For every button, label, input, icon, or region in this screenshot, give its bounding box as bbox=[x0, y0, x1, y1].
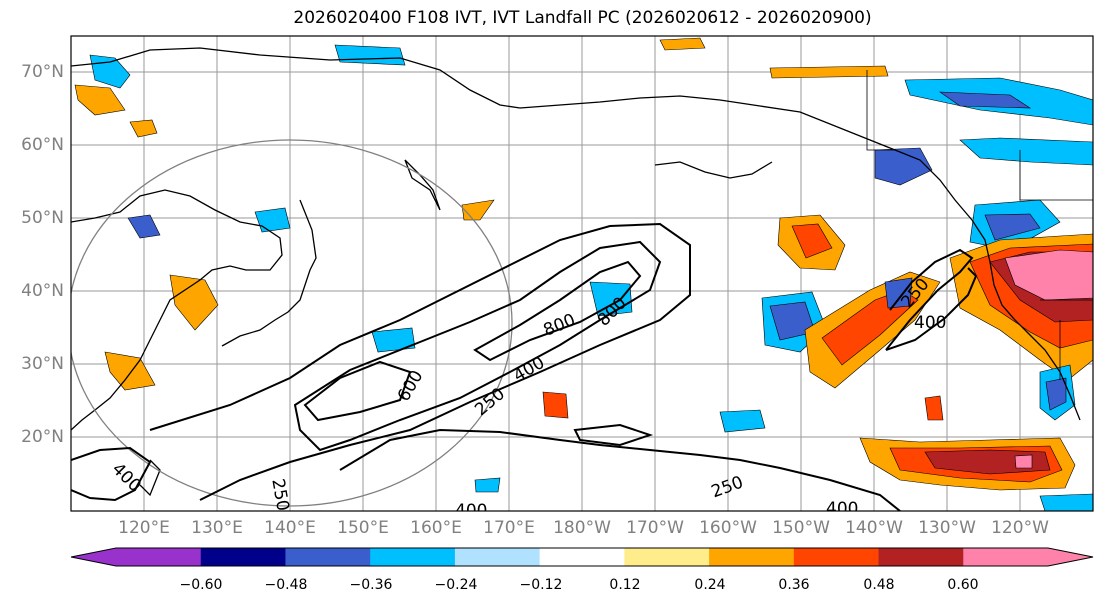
shade-blob bbox=[1045, 377, 1067, 411]
shade-blob bbox=[74, 84, 126, 116]
contour-250-south bbox=[339, 428, 901, 511]
colorbar-tick-label: 0.12 bbox=[609, 577, 641, 593]
lon-label-150w: 150°W bbox=[772, 518, 830, 538]
colorbar-tick-label: 0.60 bbox=[947, 577, 979, 593]
colorbar-tick-label: −0.24 bbox=[434, 577, 478, 593]
shade-blob bbox=[769, 65, 889, 79]
colorbar-segment bbox=[963, 548, 1049, 566]
contour-sw bbox=[71, 446, 152, 502]
contour-east-400 bbox=[885, 267, 978, 351]
coast-philippines bbox=[139, 459, 161, 497]
colorbar-segment bbox=[709, 548, 795, 566]
lon-label-120w: 120°W bbox=[991, 518, 1049, 538]
shade-blob bbox=[371, 327, 416, 353]
lon-label-130e: 130°E bbox=[191, 518, 243, 538]
colorbar-tick-label: 0.24 bbox=[694, 577, 726, 593]
shade-blob bbox=[984, 213, 1041, 241]
colorbar-segment bbox=[454, 548, 541, 566]
colorbar-segment bbox=[539, 548, 625, 566]
shade-blob bbox=[169, 274, 219, 331]
colorbar-outline bbox=[70, 547, 1094, 567]
coast-alaska bbox=[519, 95, 973, 221]
shade-blob bbox=[1039, 493, 1093, 511]
shade-blob bbox=[127, 214, 161, 239]
shade-blob bbox=[1004, 249, 1093, 301]
contour-label: 400 bbox=[914, 313, 946, 333]
colorbar-segment bbox=[878, 548, 964, 566]
shade-blob bbox=[719, 409, 766, 433]
shade-blob bbox=[884, 277, 913, 309]
lon-label-140e: 140°E bbox=[264, 518, 316, 538]
contour-label: 400 bbox=[455, 501, 487, 521]
contour-label: 400 bbox=[826, 499, 858, 519]
contour-east-250 bbox=[885, 248, 974, 351]
colorbar-tick-label: −0.12 bbox=[519, 577, 563, 593]
lat-label-60n: 60°N bbox=[21, 135, 64, 155]
range-circle bbox=[71, 139, 513, 507]
shade-blob bbox=[924, 395, 944, 421]
lon-label-170e: 170°E bbox=[483, 518, 535, 538]
ivt-shading bbox=[74, 37, 1093, 511]
colorbar-tick-label: 0.48 bbox=[863, 577, 895, 593]
colorbar-tick-label: −0.36 bbox=[349, 577, 393, 593]
colorbar-segment bbox=[200, 548, 286, 566]
contour-600-west bbox=[303, 360, 412, 422]
shade-blob bbox=[334, 44, 406, 66]
colorbar-segment bbox=[793, 548, 880, 566]
lon-label-130w: 130°W bbox=[918, 518, 976, 538]
contour-400 bbox=[293, 240, 662, 452]
lat-label-70n: 70°N bbox=[21, 62, 64, 82]
lon-label-150e: 150°E bbox=[337, 518, 389, 538]
map-frame bbox=[70, 35, 1094, 512]
shade-blob bbox=[659, 37, 706, 51]
contour-small bbox=[573, 423, 654, 447]
coast-na-west bbox=[971, 219, 1081, 421]
lat-label-50n: 50°N bbox=[21, 208, 64, 228]
map-gridlines bbox=[71, 36, 1093, 511]
shade-blob bbox=[874, 147, 933, 186]
lon-label-170w: 170°W bbox=[626, 518, 684, 538]
contour-250 bbox=[149, 222, 691, 501]
lon-label-180w: 180°W bbox=[553, 518, 611, 538]
coast-asia bbox=[71, 189, 283, 431]
ivt-contours bbox=[71, 222, 978, 511]
colorbar-segment bbox=[370, 548, 456, 566]
colorbar-segment bbox=[285, 548, 371, 566]
lat-label-30n: 30°N bbox=[21, 354, 64, 374]
lat-label-20n: 20°N bbox=[21, 427, 64, 447]
shade-blob bbox=[791, 223, 833, 259]
borders bbox=[866, 70, 1093, 380]
contour-600 bbox=[473, 260, 642, 362]
colorbar-extend-low bbox=[71, 548, 116, 566]
colorbar-tick-label: 0.36 bbox=[778, 577, 810, 593]
shade-blob bbox=[129, 119, 158, 138]
colorbar-extend-high bbox=[1048, 548, 1093, 566]
shade-blob bbox=[938, 91, 1032, 109]
lon-label-120e: 120°E bbox=[118, 518, 170, 538]
colorbar-segment bbox=[624, 548, 710, 566]
shade-blob bbox=[821, 289, 919, 366]
coast-alaska-peninsula bbox=[654, 161, 773, 179]
lon-label-160w: 160°W bbox=[699, 518, 757, 538]
coast-japan bbox=[221, 199, 317, 347]
colorbar bbox=[70, 547, 1094, 567]
lon-label-140w: 140°W bbox=[845, 518, 903, 538]
map-title: 2026020400 F108 IVT, IVT Landfall PC (20… bbox=[293, 8, 872, 28]
shade-blob bbox=[542, 391, 569, 419]
coastlines bbox=[71, 47, 1081, 497]
colorbar-tick-label: −0.60 bbox=[179, 577, 223, 593]
shade-blob bbox=[1014, 454, 1033, 469]
lon-label-160e: 160°E bbox=[410, 518, 462, 538]
shade-blob bbox=[104, 351, 156, 391]
colorbar-tick-label: −0.48 bbox=[264, 577, 308, 593]
shade-blob bbox=[959, 137, 1093, 166]
coast-siberia bbox=[71, 47, 521, 109]
shade-blob bbox=[474, 477, 501, 493]
colorbar-segment bbox=[116, 548, 202, 566]
lat-label-40n: 40°N bbox=[21, 281, 64, 301]
